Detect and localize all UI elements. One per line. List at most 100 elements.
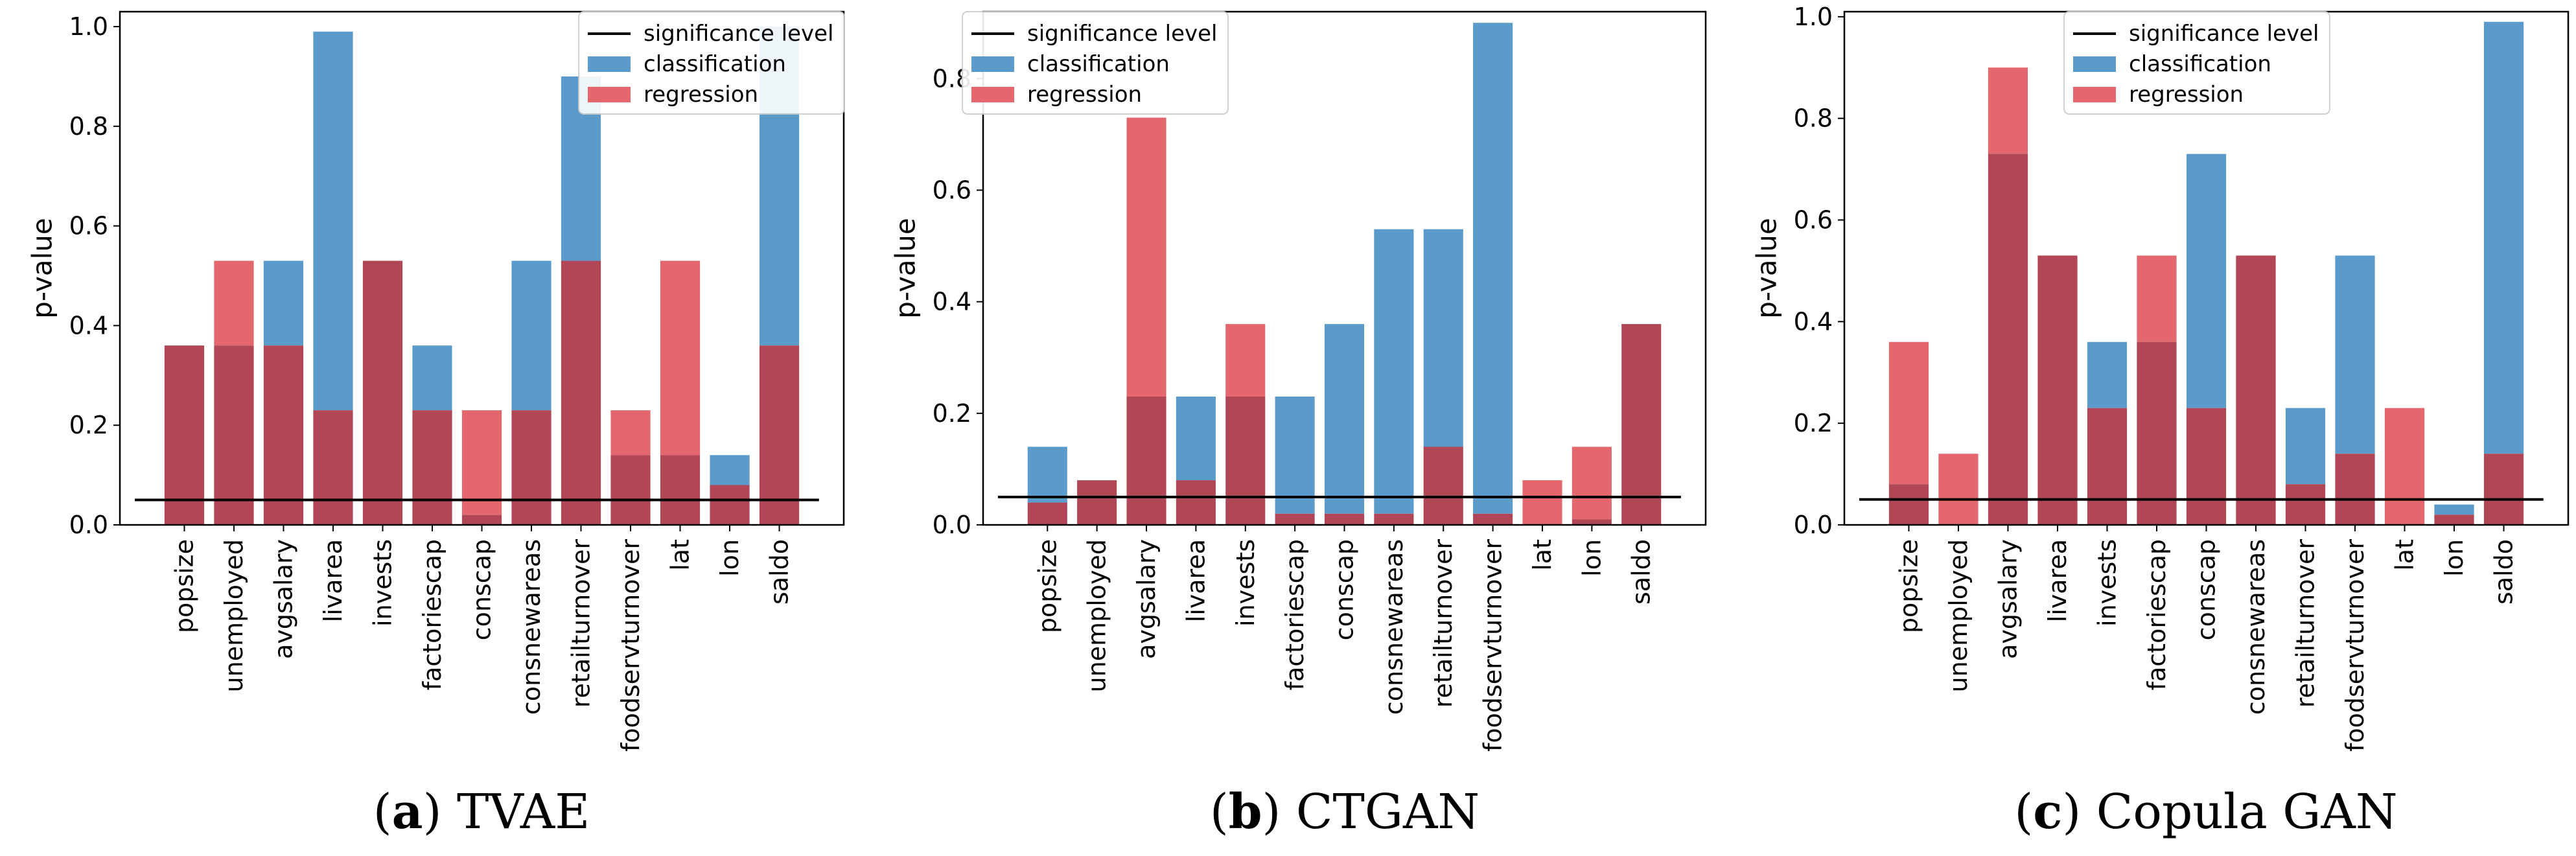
legend-swatch-regression: [2073, 87, 2116, 102]
x-tick-label-conscap: conscap: [2192, 539, 2221, 640]
bar-overlap-retailturnover: [561, 260, 601, 525]
y-axis-title: p-value: [890, 218, 922, 318]
x-tick-label-invests: invests: [368, 539, 397, 627]
legend: significance level classification regressi…: [962, 11, 1229, 115]
x-tick-label-factoriescap: factoriescap: [418, 539, 447, 690]
bar-classification-lon: [710, 455, 750, 485]
bar-overlap-conscap: [461, 515, 502, 525]
x-tick-label-retailturnover: retailturnover: [567, 539, 596, 708]
panel-caption: (c) Copula GAN: [2014, 784, 2397, 840]
bar-overlap-lon: [710, 485, 750, 525]
bar-overlap-invests: [1225, 397, 1266, 525]
caption-paren-close: ): [1262, 784, 1295, 840]
y-tick-label: 0.4: [933, 288, 971, 316]
y-tick-label: 1.0: [69, 12, 108, 41]
bar-overlap-consnewareas: [1374, 513, 1414, 525]
bar-regression-lat: [2384, 408, 2425, 525]
bar-classification-consnewareas: [1374, 229, 1414, 514]
x-tick-label-foodservturnover: foodservturnover: [1479, 539, 1507, 752]
bar-regression-lat: [660, 260, 701, 456]
bar-overlap-lat: [660, 455, 701, 525]
bar-regression-conscap: [461, 410, 502, 515]
x-tick-label-conscap: conscap: [468, 539, 496, 640]
bar-classification-conscap: [2186, 154, 2227, 408]
x-tick-label-lon: lon: [2440, 539, 2468, 577]
legend-box: [2063, 11, 2330, 115]
caption-paren-open: (: [2014, 784, 2033, 840]
caption-paren-close: ): [423, 784, 457, 840]
bar-overlap-livarea: [1176, 480, 1216, 525]
legend-box: [962, 11, 1229, 115]
bar-regression-avgsalary: [1988, 67, 2028, 154]
y-axis-title: p-value: [27, 218, 58, 318]
x-tick-label-consnewareas: consnewareas: [2242, 539, 2270, 715]
bar-regression-popsize: [1888, 341, 1929, 485]
bar-overlap-consnewareas: [511, 410, 551, 525]
x-tick-label-foodservturnover: foodservturnover: [2341, 539, 2369, 752]
bar-overlap-avgsalary: [1126, 397, 1166, 525]
bar-classification-avgsalary: [263, 260, 304, 346]
bar-overlap-avgsalary: [263, 345, 304, 525]
bar-overlap-invests: [362, 260, 403, 525]
y-tick-label: 0.0: [69, 511, 108, 539]
x-tick-label-foodservturnover: foodservturnover: [616, 539, 645, 752]
y-tick-label: 0.2: [1794, 409, 1833, 437]
bar-classification-factoriescap: [1275, 397, 1315, 514]
legend-swatch-classification: [971, 56, 1014, 72]
plot-frame: [982, 10, 1707, 526]
legend-box: [578, 11, 845, 115]
x-tick-label-avgsalary: avgsalary: [1132, 539, 1161, 659]
panel-caption: (a) TVAE: [373, 784, 590, 840]
y-tick-label: 0.2: [933, 399, 971, 428]
bar-overlap-unemployed: [214, 345, 254, 525]
x-tick-label-livarea: livarea: [319, 539, 347, 622]
bar-classification-saldo: [2483, 21, 2524, 454]
bar-overlap-popsize: [1888, 484, 1929, 525]
x-tick-label-conscap: conscap: [1330, 539, 1359, 640]
bar-overlap-foodservturnover: [610, 455, 651, 525]
bar-overlap-saldo: [759, 345, 800, 525]
bar-overlap-factoriescap: [2137, 341, 2177, 525]
bar-overlap-consnewareas: [2236, 255, 2276, 525]
bar-overlap-livarea: [2037, 255, 2078, 525]
x-tick-label-consnewareas: consnewareas: [517, 539, 546, 715]
y-tick-label: 0.6: [1794, 206, 1833, 235]
caption-title: CTGAN: [1296, 784, 1479, 840]
bar-overlap-popsize: [164, 345, 205, 525]
legend-swatch-regression: [588, 87, 631, 102]
x-tick-label-popsize: popsize: [170, 539, 198, 633]
legend: significance level classification regressi…: [2063, 11, 2330, 115]
chart-panel-c: popsize unemployed avgsalary livarea invests…: [1751, 3, 2570, 840]
bar-regression-avgsalary: [1126, 117, 1166, 397]
x-tick-label-saldo: saldo: [2490, 539, 2518, 605]
bar-regression-unemployed: [214, 260, 254, 346]
x-tick-label-lon: lon: [1577, 539, 1606, 577]
y-tick-label: 0.6: [933, 176, 971, 204]
legend-label-regression: regression: [1027, 82, 1142, 108]
bar-overlap-lon: [2434, 515, 2474, 525]
x-tick-label-popsize: popsize: [1033, 539, 1062, 633]
y-tick-label: 0.8: [69, 112, 108, 141]
legend-swatch-classification: [588, 56, 631, 72]
bar-overlap-saldo: [1621, 324, 1662, 525]
y-tick-label: 0.0: [1794, 511, 1833, 539]
bar-classification-conscap: [1324, 324, 1365, 514]
caption-letter: b: [1229, 784, 1262, 840]
bar-overlap-invests: [2087, 408, 2128, 525]
bar-overlap-retailturnover: [1423, 446, 1463, 525]
legend-label-regression: regression: [2129, 82, 2244, 108]
x-tick-label-lat: lat: [1528, 539, 1557, 571]
chart-panel-a: popsize unemployed avgsalary livarea invests…: [27, 10, 845, 840]
bar-overlap-foodservturnover: [1473, 513, 1513, 525]
x-tick-label-unemployed: unemployed: [1083, 539, 1111, 692]
x-tick-label-avgsalary: avgsalary: [1993, 539, 2022, 659]
caption-title: Copula GAN: [2096, 784, 2398, 840]
bar-classification-retailturnover: [1423, 229, 1463, 447]
x-tick-label-livarea: livarea: [2043, 539, 2072, 622]
legend-label-classification: classification: [1027, 51, 1170, 77]
bar-overlap-factoriescap: [1275, 513, 1315, 525]
bar-classification-livarea: [1176, 397, 1216, 481]
y-tick-label: 0.0: [933, 511, 971, 539]
bar-classification-factoriescap: [412, 345, 452, 411]
